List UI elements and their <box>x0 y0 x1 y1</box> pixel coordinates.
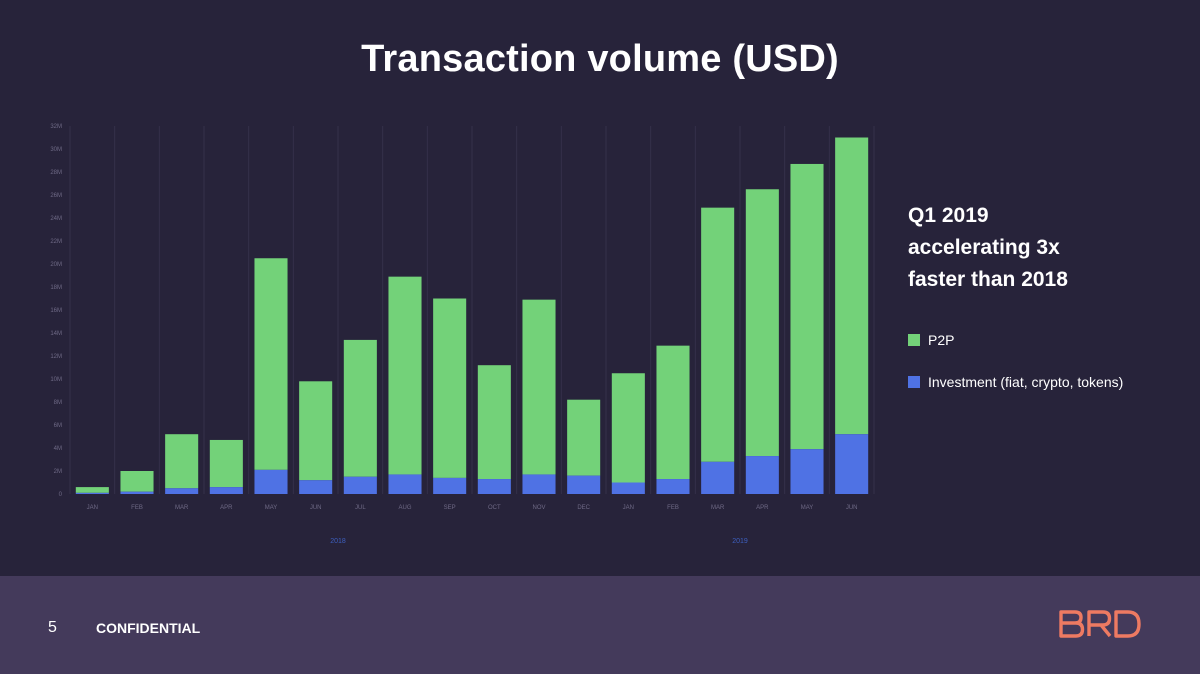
bar-p2p <box>388 276 422 475</box>
bar-p2p <box>165 434 199 489</box>
page-number: 5 <box>48 619 57 636</box>
x-tick-label: FEB <box>131 505 143 511</box>
y-tick-label: 6M <box>54 423 62 429</box>
y-tick-label: 16M <box>50 308 62 314</box>
bar-p2p <box>611 373 645 483</box>
chart-annotation: Q1 2019 accelerating 3x faster than 2018 <box>908 204 1068 291</box>
bar-investment <box>567 475 601 494</box>
bar-investment <box>343 476 377 494</box>
bar-p2p <box>75 487 109 493</box>
legend-label-investment: Investment (fiat, crypto, tokens) <box>928 374 1124 390</box>
legend-swatch-investment <box>908 376 920 388</box>
y-tick-label: 32M <box>50 124 62 130</box>
x-axis-tick-labels: JAN FEB MAR APR MAY JUN JUL AUG SEP OCT NOV DEC JAN F… <box>87 505 858 511</box>
bar-investment <box>254 469 288 494</box>
y-tick-label: 2M <box>54 469 62 475</box>
x-tick-label: JUN <box>310 505 322 511</box>
x-tick-label: APR <box>756 505 769 511</box>
x-tick-label: AUG <box>398 505 411 511</box>
legend-item-investment: Investment (fiat, crypto, tokens) <box>908 372 1123 392</box>
chart-legend: P2P Investment (fiat, crypto, tokens) <box>908 330 1123 414</box>
bar-investment <box>477 479 511 494</box>
y-tick-label: 12M <box>50 354 62 360</box>
bar-investment <box>790 449 824 494</box>
bar-investment <box>120 491 154 494</box>
year-label: 2019 <box>732 538 748 545</box>
brd-logo <box>1059 610 1141 638</box>
y-tick-label: 26M <box>50 193 62 199</box>
x-tick-label: MAY <box>265 505 278 511</box>
x-tick-label: JAN <box>623 505 634 511</box>
bar-investment <box>656 479 690 494</box>
bar-p2p <box>745 189 779 457</box>
stacked-bar-chart: 0 2M 4M 6M 8M 10M 12M 14M 16M 18M 20M 22M 24M 26M 28M 3… <box>50 124 875 545</box>
y-tick-label: 14M <box>50 331 62 337</box>
bar-p2p <box>120 471 154 492</box>
x-tick-label: DEC <box>577 505 590 511</box>
confidential-label: CONFIDENTIAL <box>96 620 201 636</box>
bar-investment <box>165 488 199 494</box>
bar-p2p <box>433 298 467 478</box>
y-tick-label: 30M <box>50 147 62 153</box>
y-tick-label: 8M <box>54 400 62 406</box>
y-tick-label: 28M <box>50 170 62 176</box>
bar-investment <box>835 434 869 494</box>
bar-investment <box>299 480 333 494</box>
y-tick-label: 20M <box>50 262 62 268</box>
y-tick-label: 4M <box>54 446 62 452</box>
year-label: 2018 <box>330 538 346 545</box>
bar-p2p <box>656 345 690 480</box>
x-tick-label: NOV <box>532 505 545 511</box>
bar-p2p <box>567 399 601 476</box>
x-tick-label: APR <box>220 505 233 511</box>
x-tick-label: SEP <box>444 505 456 511</box>
chart-grid <box>69 126 875 494</box>
bar-p2p <box>209 439 243 488</box>
y-tick-label: 18M <box>50 285 62 291</box>
bar-p2p <box>790 163 824 450</box>
y-tick-label: 24M <box>50 216 62 222</box>
x-tick-label: FEB <box>667 505 679 511</box>
chart-bars <box>75 137 869 494</box>
x-tick-label: JAN <box>87 505 98 511</box>
bar-p2p <box>254 258 288 470</box>
y-axis-tick-labels: 0 2M 4M 6M 8M 10M 12M 14M 16M 18M 20M 22M 24M 26M 28M 3… <box>50 124 62 498</box>
legend-label-p2p: P2P <box>928 332 955 348</box>
slide-footer: 5 CONFIDENTIAL <box>0 576 1200 674</box>
bar-investment <box>611 482 645 494</box>
x-tick-label: OCT <box>488 505 501 511</box>
y-tick-label: 10M <box>50 377 62 383</box>
legend-swatch-p2p <box>908 334 920 346</box>
bar-p2p <box>299 381 333 481</box>
bar-investment <box>75 492 109 494</box>
bar-p2p <box>522 299 556 475</box>
bar-p2p <box>835 137 869 435</box>
x-tick-label: JUN <box>846 505 858 511</box>
bar-investment <box>522 474 556 494</box>
bar-p2p <box>477 365 511 480</box>
x-tick-label: MAY <box>801 505 814 511</box>
bar-investment <box>745 456 779 494</box>
year-group-labels: 2018 2019 <box>330 538 748 545</box>
bar-p2p <box>343 339 377 477</box>
bar-investment <box>209 487 243 494</box>
bar-investment <box>388 474 422 494</box>
bar-p2p <box>701 207 735 462</box>
x-tick-label: MAR <box>175 505 189 511</box>
bar-investment <box>701 461 735 494</box>
bar-investment <box>433 477 467 494</box>
x-tick-label: JUL <box>355 505 366 511</box>
y-tick-label: 0 <box>59 492 63 498</box>
slide-title: Transaction volume (USD) <box>361 38 839 80</box>
legend-item-p2p: P2P <box>908 330 1123 350</box>
y-tick-label: 22M <box>50 239 62 245</box>
x-tick-label: MAR <box>711 505 725 511</box>
